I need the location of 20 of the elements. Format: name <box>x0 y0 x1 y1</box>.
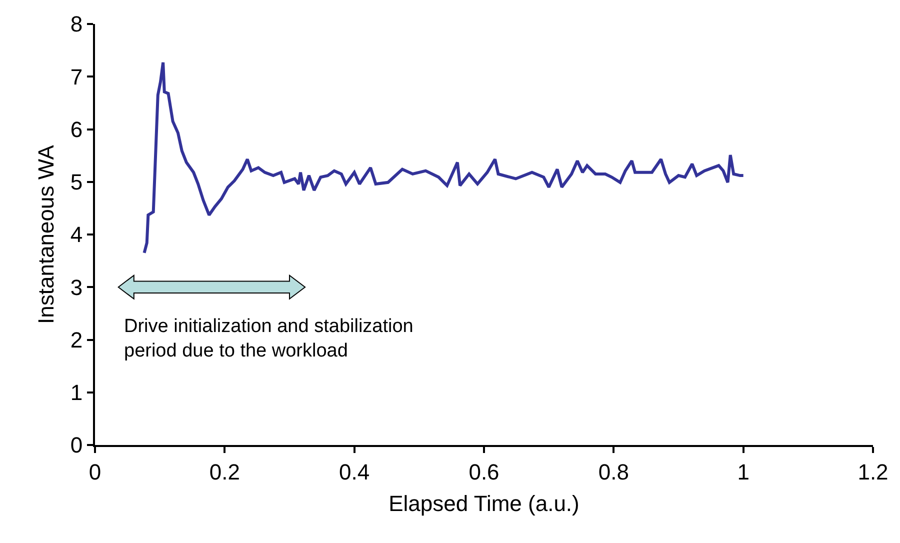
x-tick-label: 0 <box>88 459 102 484</box>
annotation: Drive initialization and stabilization period due to the workload <box>124 316 414 362</box>
y-tick-label: 0 <box>70 432 83 458</box>
x-tick-label: 0.4 <box>339 459 370 484</box>
y-tick-label: 6 <box>70 116 83 142</box>
y-tick-label: 5 <box>70 170 83 195</box>
x-tick-label: 1 <box>737 459 750 484</box>
x-tick-label: 0.8 <box>598 459 629 484</box>
x-tick-label: 0.2 <box>209 459 240 484</box>
x-axis-title: Elapsed Time (a.u.) <box>388 490 580 516</box>
y-tick-label: 2 <box>70 327 83 352</box>
y-tick-label: 3 <box>70 274 83 300</box>
y-tick-label: 4 <box>70 222 83 248</box>
x-tick-label: 0.6 <box>468 459 500 484</box>
line-series <box>142 60 745 254</box>
x-tick-label: 1.2 <box>858 459 888 484</box>
y-axis-title: Instantaneous WA <box>34 144 59 324</box>
y-tick-label: 7 <box>70 64 83 90</box>
y-tick-label: 1 <box>70 380 83 406</box>
y-tick-label: 8 <box>70 12 83 37</box>
